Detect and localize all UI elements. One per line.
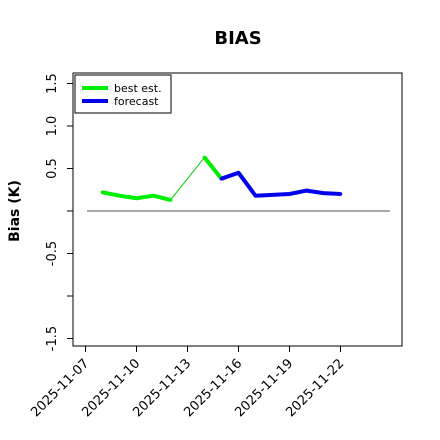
data-point-best-est (168, 198, 173, 202)
data-point-best-est (202, 155, 207, 160)
chart-title: BIAS (214, 28, 261, 49)
data-point-best-est (117, 193, 122, 198)
y-tick-label: 0.5 (45, 158, 60, 179)
data-point-forecast (321, 191, 326, 195)
legend-label-forecast: forecast (114, 95, 159, 108)
data-point-forecast (253, 193, 258, 198)
x-axis: 2025-11-072025-11-102025-11-132025-11-16… (28, 346, 347, 420)
connector-line (170, 157, 205, 201)
plot-area-frame (72, 72, 403, 347)
legend-label-best-est: best est. (114, 82, 162, 95)
y-tick-label: 1.0 (45, 116, 60, 137)
series-layer (100, 155, 343, 202)
data-point-forecast (338, 192, 343, 196)
data-point-best-est (151, 193, 156, 198)
y-tick-label: -0.5 (45, 241, 60, 266)
data-point-forecast (287, 192, 292, 196)
data-point-best-est (134, 196, 139, 201)
y-tick-label: 1.5 (45, 73, 60, 94)
y-axis-label: Bias (K) (7, 180, 23, 242)
data-point-best-est (100, 190, 105, 195)
series-line-best-est-1 (202, 156, 224, 180)
legend-box (74, 74, 172, 114)
connector-layer (170, 157, 205, 201)
y-axis: -1.5 -0.5 0.5 1.0 1.5 (45, 73, 73, 351)
series-line-forecast-0 (220, 170, 341, 198)
data-point-forecast (236, 170, 241, 175)
legend: best est. forecast (74, 74, 172, 114)
data-point-forecast (304, 188, 309, 193)
data-point-forecast (219, 176, 224, 181)
data-point-forecast (270, 193, 275, 197)
y-tick-label: -1.5 (45, 326, 60, 351)
